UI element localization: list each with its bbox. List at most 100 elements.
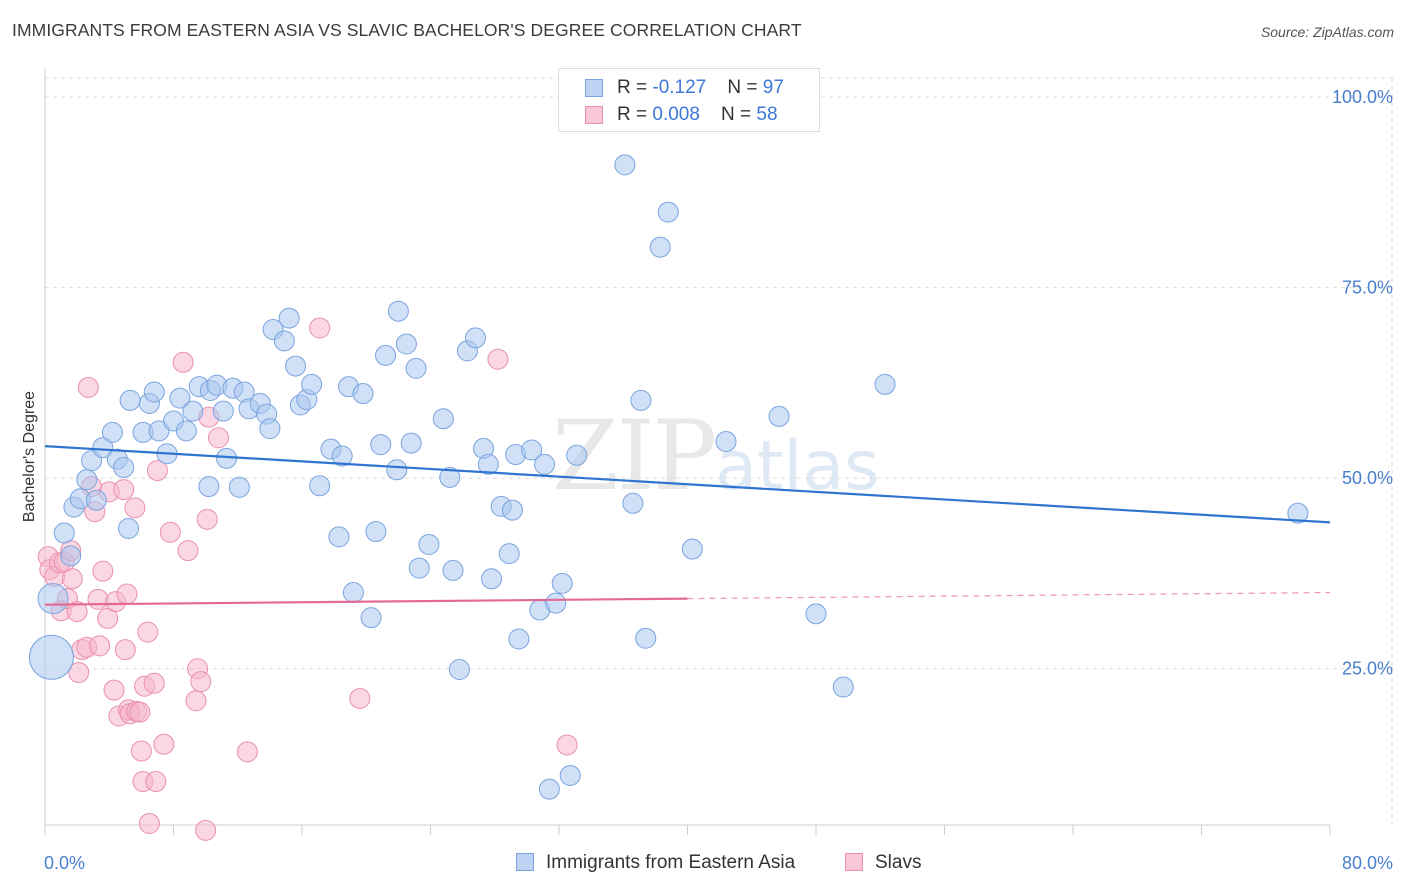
point-eastern-asia	[386, 459, 408, 481]
point-eastern-asia	[175, 420, 197, 442]
point-eastern-asia	[551, 572, 573, 594]
point-eastern-asia	[874, 373, 896, 395]
point-eastern-asia	[60, 545, 82, 567]
point-slavs	[77, 376, 99, 398]
watermark-atlas: atlas	[715, 427, 880, 506]
point-eastern-asia	[545, 592, 567, 614]
point-slavs	[146, 460, 168, 482]
point-eastern-asia	[76, 469, 98, 491]
point-eastern-asia	[681, 538, 703, 560]
point-eastern-asia	[442, 559, 464, 581]
point-slavs	[177, 540, 199, 562]
point-slavs	[159, 521, 181, 543]
point-eastern-asia	[28, 634, 74, 680]
point-slavs	[89, 635, 111, 657]
bottom-legend-slavs: Slavs	[845, 852, 921, 874]
trendline-eastern-asia	[44, 445, 1331, 524]
legend-n-value: 97	[762, 77, 784, 98]
point-eastern-asia	[331, 445, 353, 467]
point-slavs	[309, 317, 331, 339]
point-eastern-asia	[534, 453, 556, 475]
point-eastern-asia	[521, 439, 543, 461]
point-slavs	[103, 679, 125, 701]
point-eastern-asia	[352, 383, 374, 405]
point-slavs	[196, 508, 218, 530]
point-slavs	[97, 607, 119, 629]
point-eastern-asia	[273, 330, 295, 352]
point-eastern-asia	[614, 154, 636, 176]
point-eastern-asia	[538, 778, 560, 800]
bottom-legend-swatch-blue	[516, 853, 534, 871]
bottom-legend-label: Immigrants from Eastern Asia	[546, 852, 796, 873]
point-slavs	[92, 560, 114, 582]
point-eastern-asia	[37, 583, 69, 615]
point-slavs	[113, 479, 135, 501]
point-slavs	[68, 662, 90, 684]
point-slavs	[124, 497, 146, 519]
point-eastern-asia	[448, 658, 470, 680]
point-eastern-asia	[198, 476, 220, 498]
bottom-legend-label: Slavs	[875, 852, 922, 873]
point-eastern-asia	[395, 333, 417, 355]
point-eastern-asia	[768, 405, 790, 427]
point-eastern-asia	[439, 466, 461, 488]
point-eastern-asia	[477, 453, 499, 475]
point-eastern-asia	[370, 434, 392, 456]
point-eastern-asia	[285, 355, 307, 377]
point-eastern-asia	[309, 475, 331, 497]
point-eastern-asia	[387, 300, 409, 322]
point-eastern-asia	[649, 236, 671, 258]
correlation-legend: R = -0.127 N = 97 R = 0.008 N = 58	[558, 68, 820, 132]
point-eastern-asia	[278, 307, 300, 329]
point-eastern-asia	[375, 344, 397, 366]
legend-n-label: N =	[721, 104, 757, 125]
trendline-slavs-extrapolated	[687, 591, 1331, 600]
point-eastern-asia	[657, 201, 679, 223]
point-slavs	[87, 588, 109, 610]
point-slavs	[66, 601, 88, 623]
point-slavs	[190, 671, 212, 693]
point-slavs	[349, 687, 371, 709]
point-eastern-asia	[805, 603, 827, 625]
legend-n-label: N =	[727, 77, 763, 98]
point-eastern-asia	[301, 373, 323, 395]
point-slavs	[61, 568, 83, 590]
point-slavs	[207, 427, 229, 449]
y-tick-label: 25.0%	[1342, 659, 1393, 679]
point-eastern-asia	[148, 420, 170, 442]
point-eastern-asia	[635, 627, 657, 649]
point-eastern-asia	[566, 444, 588, 466]
point-slavs	[143, 672, 165, 694]
point-slavs	[556, 734, 578, 756]
chart-title: IMMIGRANTS FROM EASTERN ASIA VS SLAVIC B…	[12, 20, 802, 40]
point-slavs	[116, 583, 138, 605]
point-slavs	[195, 819, 217, 841]
point-slavs	[137, 621, 159, 643]
legend-r-label: R =	[617, 104, 653, 125]
point-eastern-asia	[715, 431, 737, 453]
point-eastern-asia	[228, 476, 250, 498]
point-eastern-asia	[559, 764, 581, 786]
point-eastern-asia	[481, 568, 503, 590]
point-eastern-asia	[85, 489, 107, 511]
legend-swatch-pink	[585, 106, 603, 124]
point-slavs	[114, 639, 136, 661]
point-eastern-asia	[169, 387, 191, 409]
point-slavs	[236, 741, 258, 763]
point-eastern-asia	[92, 437, 114, 459]
point-slavs	[129, 701, 151, 723]
point-slavs	[145, 771, 167, 793]
x-tick-label: 80.0%	[1342, 853, 1393, 873]
legend-swatch-blue	[585, 79, 603, 97]
y-tick-label: 75.0%	[1342, 278, 1393, 298]
trendline-slavs	[44, 597, 688, 606]
point-eastern-asia	[405, 357, 427, 379]
point-eastern-asia	[259, 418, 281, 440]
point-eastern-asia	[630, 389, 652, 411]
point-eastern-asia	[119, 389, 141, 411]
point-eastern-asia	[365, 521, 387, 543]
point-slavs	[153, 733, 175, 755]
point-eastern-asia	[342, 581, 364, 603]
y-axis-label: Bachelor's Degree	[21, 391, 38, 522]
legend-n-value: 58	[756, 104, 778, 125]
